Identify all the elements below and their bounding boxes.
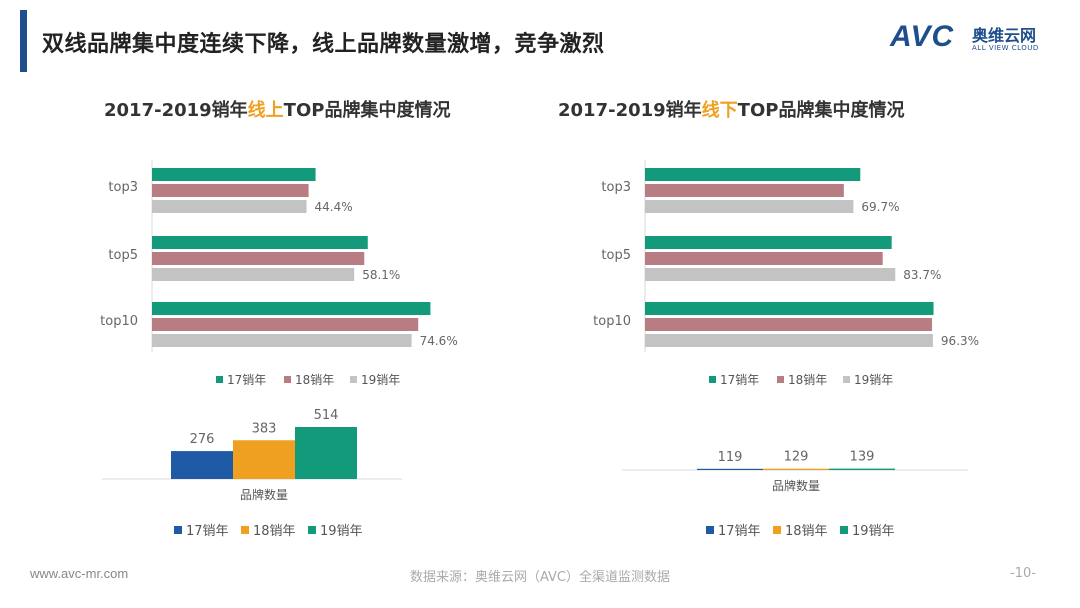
online-count-legend-18销年: 18销年 (253, 524, 296, 539)
offline-bar-top5-18销年 (645, 252, 883, 265)
online-tick-top5: top5 (108, 248, 138, 263)
online-bar-top10-17销年 (152, 302, 431, 315)
offline-label-top10-19销年: 96.3% (941, 334, 979, 348)
offline-count-value-18销年: 129 (784, 450, 809, 465)
online-bar-top5-18销年 (152, 252, 365, 265)
online-count-legend-swatch-19销年 (308, 526, 316, 534)
online-tick-top3: top3 (108, 180, 138, 195)
online-bar-top5-19销年 (152, 268, 355, 281)
offline-legend-19销年: 19销年 (854, 373, 893, 387)
offline-count-legend-swatch-18销年 (773, 526, 781, 534)
offline-count-value-17销年: 119 (718, 450, 743, 465)
logo-en: ALL VIEW CLOUD (972, 44, 1039, 52)
online-label-top3-19销年: 44.4% (315, 200, 353, 214)
offline-bar-top10-18销年 (645, 318, 933, 331)
offline-count-legend-swatch-19销年 (840, 526, 848, 534)
offline-count-legend-17销年: 17销年 (718, 524, 761, 539)
online-bar-top3-19销年 (152, 200, 307, 213)
online-legend-swatch-18销年 (284, 376, 291, 383)
offline-tick-top10: top10 (593, 314, 631, 329)
online-legend-19销年: 19销年 (361, 373, 400, 387)
online-count-value-17销年: 276 (190, 432, 215, 447)
offline-label-top5-19销年: 83.7% (903, 268, 941, 282)
online-bar-top10-18销年 (152, 318, 419, 331)
offline-bar-top3-17销年 (645, 168, 861, 181)
online-count-value-19销年: 514 (314, 408, 339, 423)
footer-source: 数据来源：奥维云网（AVC）全渠道监测数据 (409, 570, 671, 585)
offline-legend-swatch-18销年 (777, 376, 784, 383)
offline-count-bar-18销年 (763, 468, 829, 470)
offline-count-bar-19销年 (829, 468, 895, 470)
title-accent-bar (20, 10, 27, 72)
offline-count-value-19销年: 139 (850, 450, 875, 465)
online-label-top5-19销年: 58.1% (362, 268, 400, 282)
online-bar-top10-19销年 (152, 334, 412, 347)
offline-legend-17销年: 17销年 (720, 373, 759, 387)
offline-legend-swatch-19销年 (843, 376, 850, 383)
online-bar-top3-18销年 (152, 184, 309, 197)
logo-brand: AVC (890, 20, 955, 53)
offline-chart-title: 2017-2019销年线下TOP品牌集中度情况 (558, 100, 905, 121)
offline-bar-top5-17销年 (645, 236, 892, 249)
offline-bar-top3-18销年 (645, 184, 844, 197)
offline-count-legend-19销年: 19销年 (852, 524, 895, 539)
online-label-top10-19销年: 74.6% (420, 334, 458, 348)
logo-cn: 奥维云网 (972, 26, 1037, 45)
offline-count-bar-17销年 (697, 468, 763, 470)
offline-bar-top10-19销年 (645, 334, 933, 347)
offline-count-legend-18销年: 18销年 (785, 524, 828, 539)
offline-legend-swatch-17销年 (709, 376, 716, 383)
online-legend-swatch-17销年 (216, 376, 223, 383)
online-count-bar-19销年 (295, 427, 357, 479)
online-bar-top5-17销年 (152, 236, 368, 249)
page-number: -10- (1010, 566, 1036, 581)
online-count-legend-17销年: 17销年 (186, 524, 229, 539)
offline-bar-top5-19销年 (645, 268, 896, 281)
offline-count-xlabel: 品牌数量 (772, 478, 820, 493)
offline-tick-top3: top3 (601, 180, 631, 195)
page-title: 双线品牌集中度连续下降，线上品牌数量激增，竞争激烈 (42, 32, 605, 57)
online-legend-18销年: 18销年 (295, 373, 334, 387)
offline-count-legend-swatch-17销年 (706, 526, 714, 534)
offline-label-top3-19销年: 69.7% (861, 200, 899, 214)
offline-legend-18销年: 18销年 (788, 373, 827, 387)
online-count-bar-17销年 (171, 451, 233, 479)
online-count-bar-18销年 (233, 440, 295, 479)
online-tick-top10: top10 (100, 314, 138, 329)
online-chart-title: 2017-2019销年线上TOP品牌集中度情况 (104, 100, 451, 121)
offline-bar-top10-17销年 (645, 302, 934, 315)
online-count-value-18销年: 383 (252, 421, 277, 436)
avc-logo: AVC 奥维云网 ALL VIEW CLOUD (890, 20, 1038, 54)
online-count-xlabel: 品牌数量 (240, 487, 288, 502)
online-legend-swatch-19销年 (350, 376, 357, 383)
online-count-legend-swatch-18销年 (241, 526, 249, 534)
online-legend-17销年: 17销年 (227, 373, 266, 387)
offline-tick-top5: top5 (601, 248, 631, 263)
online-count-legend-19销年: 19销年 (320, 524, 363, 539)
online-bar-top3-17销年 (152, 168, 316, 181)
offline-bar-top3-19销年 (645, 200, 854, 213)
online-count-legend-swatch-17销年 (174, 526, 182, 534)
footer-url[interactable]: www.avc-mr.com (30, 566, 129, 581)
